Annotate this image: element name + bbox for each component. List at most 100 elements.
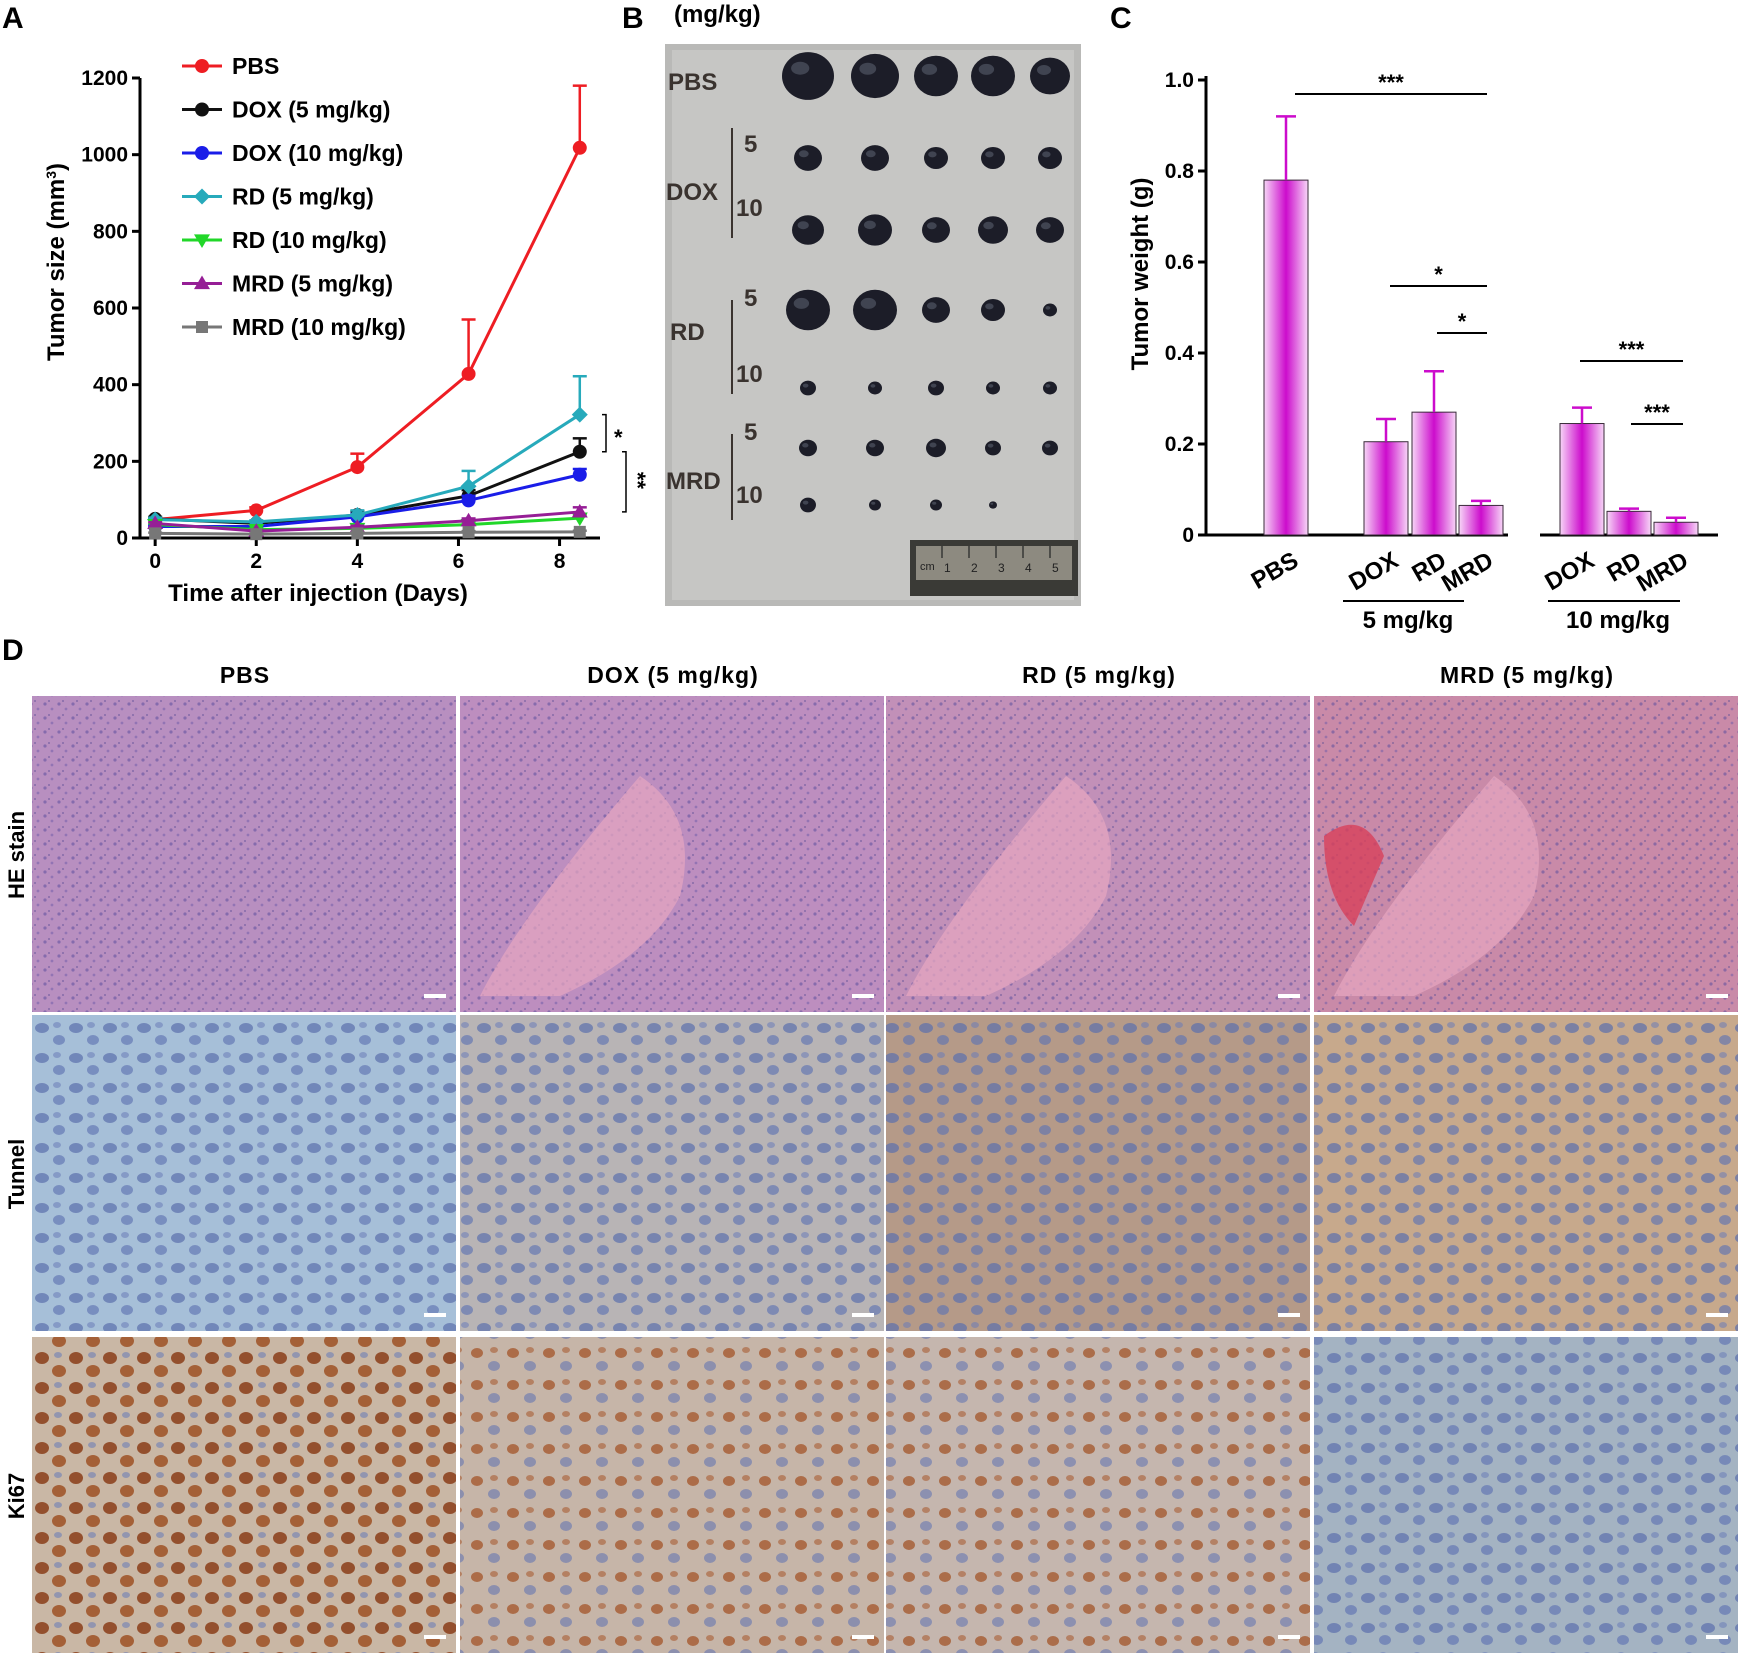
tumor-specimen — [853, 289, 897, 331]
legend-label: DOX (10 mg/kg) — [232, 140, 403, 166]
chart-a-y-tick-label: 200 — [93, 450, 128, 473]
tumor-highlight — [802, 383, 809, 388]
sig-label: * — [614, 425, 623, 450]
scale-bar — [1706, 1635, 1728, 1639]
bar — [1458, 504, 1504, 536]
tumor-highlight — [988, 384, 994, 388]
tumor-highlight — [1037, 65, 1051, 75]
legend-label: DOX (5 mg/kg) — [232, 97, 390, 123]
tumor-specimen — [869, 499, 881, 511]
chart-c-y-tick-label: 0.4 — [1165, 342, 1195, 365]
bar — [1263, 179, 1309, 536]
tumor-specimen — [1038, 146, 1062, 170]
tumor-highlight — [929, 442, 937, 448]
tumor-highlight — [793, 297, 810, 309]
chart-a-y-tick-label: 1000 — [81, 144, 128, 167]
scale-bar — [1706, 994, 1728, 998]
chart-c-y-tick-label: 1.0 — [1165, 69, 1194, 92]
histology-texture — [32, 696, 456, 1012]
chart-a-x-tick-label: 0 — [149, 550, 161, 573]
series-marker — [460, 478, 477, 495]
tumor-highlight — [1045, 306, 1051, 310]
dox-dose-high: 10 — [736, 195, 763, 222]
tumor-specimen — [866, 439, 884, 457]
histology-texture — [1314, 1337, 1738, 1653]
tumor-highlight — [797, 221, 809, 230]
sig-label: * — [1434, 262, 1443, 287]
chart-a-x-tick-label: 4 — [352, 550, 364, 573]
series-marker — [461, 493, 476, 508]
tumor-growth-chart: Tumor size (mm3) Time after injection (D… — [43, 53, 650, 607]
legend-label: PBS — [232, 53, 279, 79]
histology-column-label: DOX (5 mg/kg) — [587, 662, 758, 688]
tumor-highlight — [859, 62, 877, 75]
tumor-specimen — [794, 145, 822, 171]
scale-bar — [424, 1635, 446, 1639]
photo-row-pbs: PBS — [668, 69, 717, 96]
histology-texture — [886, 1015, 1310, 1331]
ruler-mark-label: 3 — [998, 561, 1005, 575]
tumor-highlight — [930, 383, 937, 388]
tumor-highlight — [985, 303, 994, 310]
histology-texture — [32, 1337, 456, 1653]
tumor-specimen — [924, 146, 948, 170]
dox-dose-low: 5 — [744, 131, 757, 158]
sig-label: *** — [1619, 337, 1645, 362]
scale-bar — [852, 1635, 874, 1639]
mrd-dose-high: 10 — [736, 482, 763, 509]
tumor-highlight — [1040, 222, 1051, 230]
legend-label: MRD (10 mg/kg) — [232, 314, 406, 340]
tumor-highlight — [791, 61, 810, 75]
histology-column-label: PBS — [220, 662, 270, 688]
tumor-specimen — [1043, 381, 1057, 395]
ruler-mark-label: 1 — [944, 561, 951, 575]
sig-bracket — [622, 451, 627, 513]
tumor-highlight — [865, 150, 876, 158]
scale-bar — [1278, 994, 1300, 998]
tumor-specimen — [1030, 57, 1070, 95]
hemorrhage-region — [1324, 824, 1384, 926]
series-marker — [571, 503, 588, 518]
sig-bracket — [602, 413, 607, 453]
panel-a-letter: A — [2, 2, 24, 35]
chart-c-y-tick-label: 0 — [1182, 524, 1194, 547]
histology-row-label: HE stain — [4, 811, 29, 899]
histology-row-label: Tunnel — [4, 1139, 29, 1209]
series-marker — [572, 140, 587, 155]
histology-texture — [460, 1015, 884, 1331]
histology-column-label: MRD (5 mg/kg) — [1440, 662, 1614, 688]
bar — [1411, 411, 1457, 536]
sig-label: *** — [1378, 70, 1404, 95]
series-line — [155, 530, 580, 536]
tumor-highlight — [802, 500, 809, 505]
histology-grid: PBS DOX (5 mg/kg) RD (5 mg/kg) MRD (5 mg/kg… — [4, 662, 1738, 1653]
tumor-highlight — [926, 222, 937, 230]
tumor-specimen — [978, 216, 1008, 244]
photo-row-mrd: MRD — [666, 468, 721, 495]
panel-b-letter: B — [622, 2, 644, 35]
legend-label: MRD (5 mg/kg) — [232, 271, 393, 297]
bar — [1653, 521, 1699, 536]
photo-unit-label: (mg/kg) — [674, 1, 761, 28]
bar — [1559, 423, 1605, 536]
photo-row-rd: RD — [670, 319, 705, 346]
series-3: RD (5 mg/kg) — [147, 184, 588, 530]
tumor-highlight — [860, 297, 877, 309]
series-marker — [250, 528, 263, 541]
legend-label: RD (10 mg/kg) — [232, 227, 387, 253]
tumor-specimen — [1036, 217, 1064, 243]
tumor-specimen — [851, 53, 899, 99]
chart-a-x-tick-label: 6 — [453, 550, 465, 573]
tumor-specimen — [914, 55, 958, 97]
panel-c-letter: C — [1110, 2, 1132, 35]
chart-c-ylabel: Tumor weight (g) — [1127, 178, 1154, 371]
eosinophilic-region — [480, 776, 685, 996]
eosinophilic-region — [1334, 776, 1539, 996]
ruler-mark-label: 5 — [1052, 561, 1059, 575]
chart-a-y-tick-label: 1200 — [81, 67, 128, 90]
chart-a-x-tick-label: 2 — [250, 550, 262, 573]
chart-a-y-tick-label: 400 — [93, 374, 128, 397]
bar — [1606, 510, 1652, 536]
excised-tumors — [782, 52, 1070, 513]
